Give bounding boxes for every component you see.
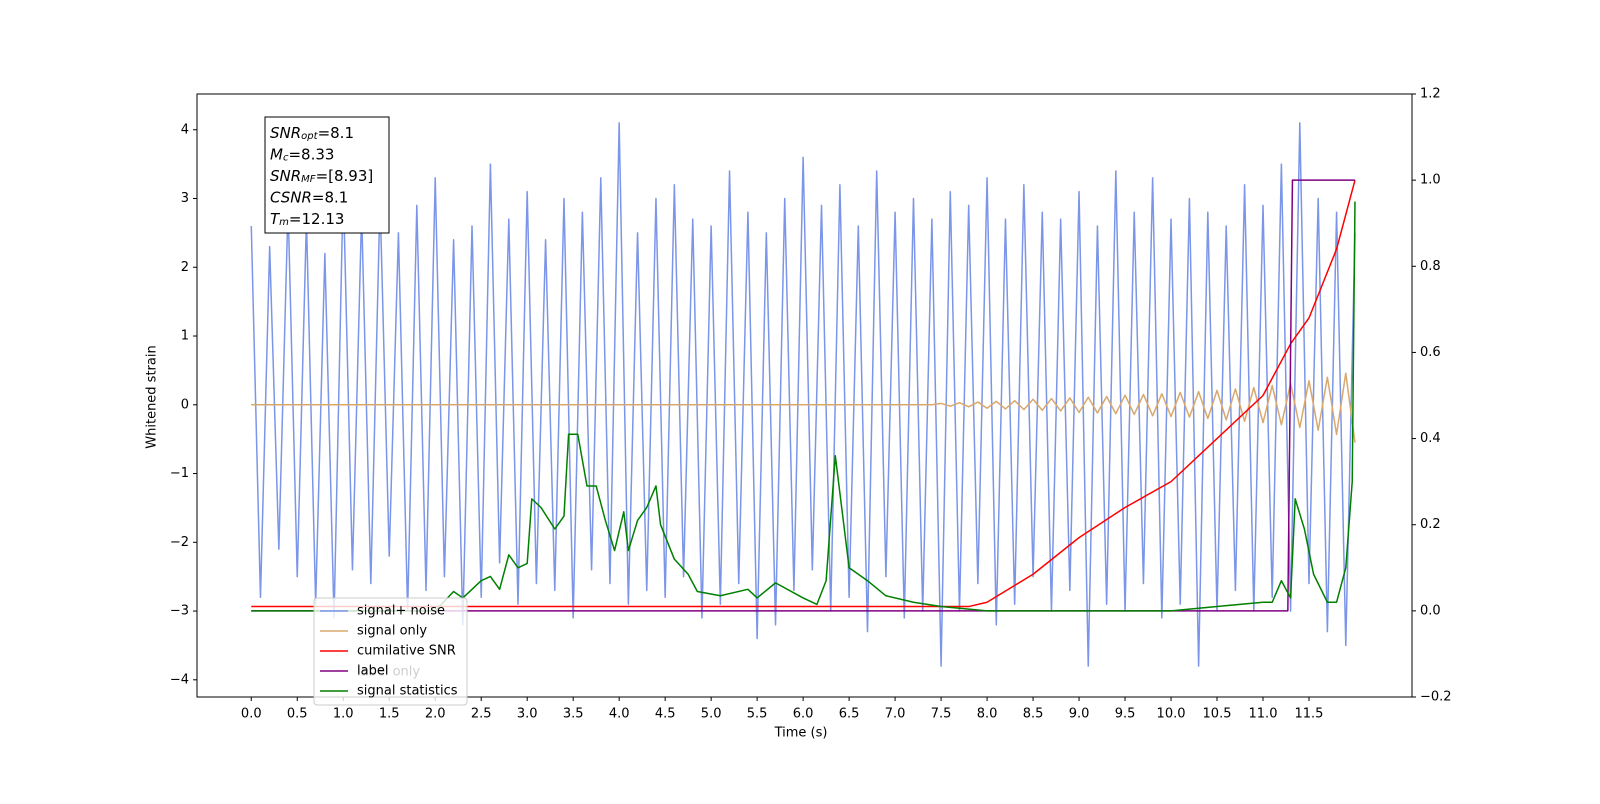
legend-label: signal statistics: [357, 684, 458, 699]
y2-tick-label: 1.0: [1420, 173, 1441, 188]
y-tick-label: 0: [181, 397, 189, 412]
y2-tick-label: 0.8: [1420, 259, 1441, 274]
x-tick-label: 10.5: [1203, 707, 1232, 722]
legend-label: signal only: [357, 624, 427, 639]
y2-tick-label: −0.2: [1420, 690, 1452, 705]
x-tick-label: 10.0: [1157, 707, 1186, 722]
y-tick-label: −1: [170, 466, 189, 481]
x-tick-label: 6.0: [793, 707, 814, 722]
x-tick-label: 1.5: [379, 707, 400, 722]
x-tick-label: 9.0: [1069, 707, 1090, 722]
x-tick-label: 11.5: [1295, 707, 1324, 722]
x-tick-label: 8.0: [977, 707, 998, 722]
y2-tick-label: 0.2: [1420, 517, 1441, 532]
y2-tick-label: 1.2: [1420, 87, 1441, 102]
x-tick-label: 4.5: [655, 707, 676, 722]
y-tick-label: −3: [170, 604, 189, 619]
x-tick-label: 5.5: [747, 707, 768, 722]
info-value: =8.1: [312, 188, 348, 206]
info-value: =[8.93]: [316, 167, 374, 185]
info-symbol: M: [270, 145, 283, 163]
info-line: SNRopt=8.1: [270, 124, 354, 142]
info-subscript: c: [283, 152, 289, 163]
y2-tick-label: 0.0: [1420, 603, 1441, 618]
info-symbol: T: [270, 210, 281, 228]
info-line: SNRMF=[8.93]: [270, 167, 373, 185]
info-box-frame: [264, 116, 390, 234]
y-tick-label: 2: [181, 260, 189, 275]
info-value: =8.33: [288, 145, 334, 163]
x-tick-label: 2.5: [471, 707, 492, 722]
y2-tick-label: 0.6: [1420, 345, 1441, 360]
y-tick-label: 4: [181, 122, 189, 137]
info-subscript: opt: [301, 131, 318, 142]
x-axis-label: Time (s): [774, 726, 828, 741]
x-tick-label: 3.5: [563, 707, 584, 722]
info-box: SNRopt=8.1Mc=8.33SNRMF=[8.93]CSNR=8.1Tm=…: [264, 116, 390, 234]
y-tick-label: −2: [170, 535, 189, 550]
x-tick-label: 7.5: [931, 707, 952, 722]
y-tick-label: 3: [181, 191, 189, 206]
y-axis-label: Whitened strain: [145, 345, 160, 448]
y-tick-label: −4: [170, 672, 189, 687]
x-tick-label: 11.0: [1249, 707, 1278, 722]
info-symbol: CSNR: [270, 188, 312, 206]
series-line: [251, 179, 1356, 608]
x-tick-label: 4.0: [609, 707, 630, 722]
x-tick-label: 8.5: [1023, 707, 1044, 722]
info-symbol: SNR: [270, 124, 301, 142]
y-tick-label: 1: [181, 329, 189, 344]
x-tick-label: 5.0: [701, 707, 722, 722]
info-subscript: m: [279, 217, 289, 228]
info-value: =8.1: [318, 124, 354, 142]
ticks: 0.0 0.5 1.0 1.5 2.0 2.5 3.0 3.5 4.0 4.5 5.0 5.5 6.0 6…: [170, 87, 1452, 722]
info-symbol: SNR: [270, 167, 301, 185]
info-subscript: MF: [301, 174, 316, 185]
plot-area: [250, 122, 1356, 667]
y2-tick-label: 0.4: [1420, 431, 1441, 446]
legend-label: cumilative SNR: [357, 644, 456, 659]
x-tick-label: 7.0: [885, 707, 906, 722]
x-tick-label: 3.0: [517, 707, 538, 722]
info-line: CSNR=8.1: [270, 188, 348, 206]
x-tick-label: 6.5: [839, 707, 860, 722]
series-line: [251, 179, 1355, 612]
x-tick-label: 1.0: [333, 707, 354, 722]
x-tick-label: 0.5: [287, 707, 308, 722]
series-line: [251, 201, 1356, 612]
series-line: [250, 122, 1356, 667]
legend-label: label: [357, 664, 388, 679]
info-line: Mc=8.33: [270, 145, 334, 163]
series-line: [251, 372, 1356, 443]
x-tick-label: 9.5: [1115, 707, 1136, 722]
info-line: Tm=12.13: [270, 210, 344, 228]
x-tick-label: 0.0: [241, 707, 262, 722]
info-value: =12.13: [289, 210, 345, 228]
legend-label: signal+ noise: [357, 604, 445, 619]
legend-frame: [313, 597, 468, 706]
axes-frame: [196, 93, 1413, 698]
x-tick-label: 2.0: [425, 707, 446, 722]
